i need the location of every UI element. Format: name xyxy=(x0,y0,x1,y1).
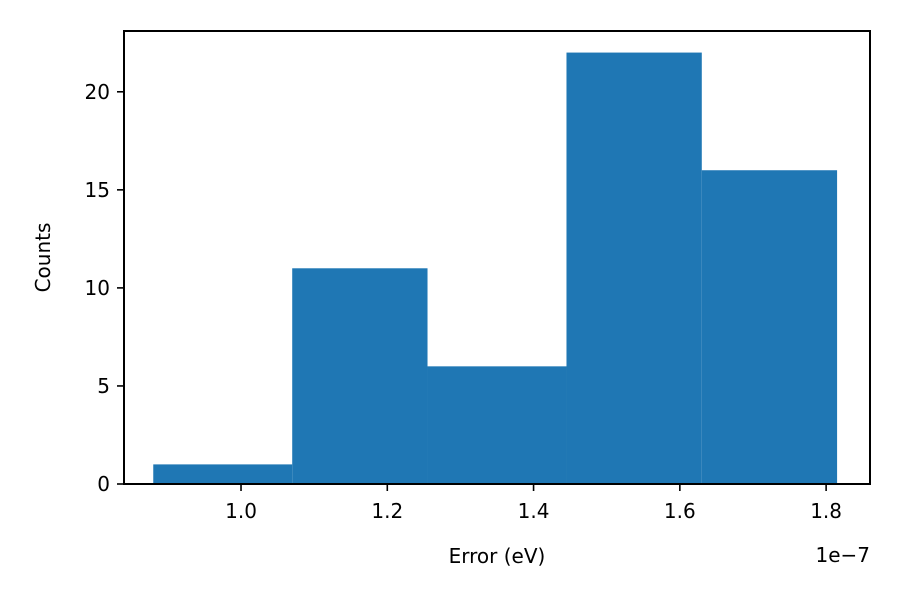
y-tick-label: 15 xyxy=(85,178,110,202)
histogram-bar-4 xyxy=(566,52,702,484)
x-axis-label: Error (eV) xyxy=(449,544,546,568)
x-tick-label: 1.6 xyxy=(664,499,696,523)
histogram-bar-5 xyxy=(701,170,838,484)
y-tick-label: 5 xyxy=(97,374,110,398)
histogram-bar-2 xyxy=(292,268,428,484)
histogram-bar-1 xyxy=(153,464,293,484)
y-axis-ticks: 0 5 10 15 20 xyxy=(85,80,124,496)
x-tick-label: 1.8 xyxy=(810,499,842,523)
y-axis-label: Counts xyxy=(31,223,55,293)
plot-frame xyxy=(123,30,871,485)
x-tick-label: 1.4 xyxy=(518,499,550,523)
histogram-bar-3 xyxy=(427,366,567,484)
y-tick-label: 20 xyxy=(85,80,110,104)
y-tick-label: 0 xyxy=(97,472,110,496)
x-axis-ticks: 1.0 1.2 1.4 1.6 1.8 xyxy=(225,484,842,523)
x-tick-label: 1.2 xyxy=(371,499,403,523)
bars-group xyxy=(153,52,838,484)
y-tick-label: 10 xyxy=(85,276,110,300)
x-tick-label: 1.0 xyxy=(225,499,257,523)
x-axis-offset-label: 1e−7 xyxy=(815,543,870,567)
